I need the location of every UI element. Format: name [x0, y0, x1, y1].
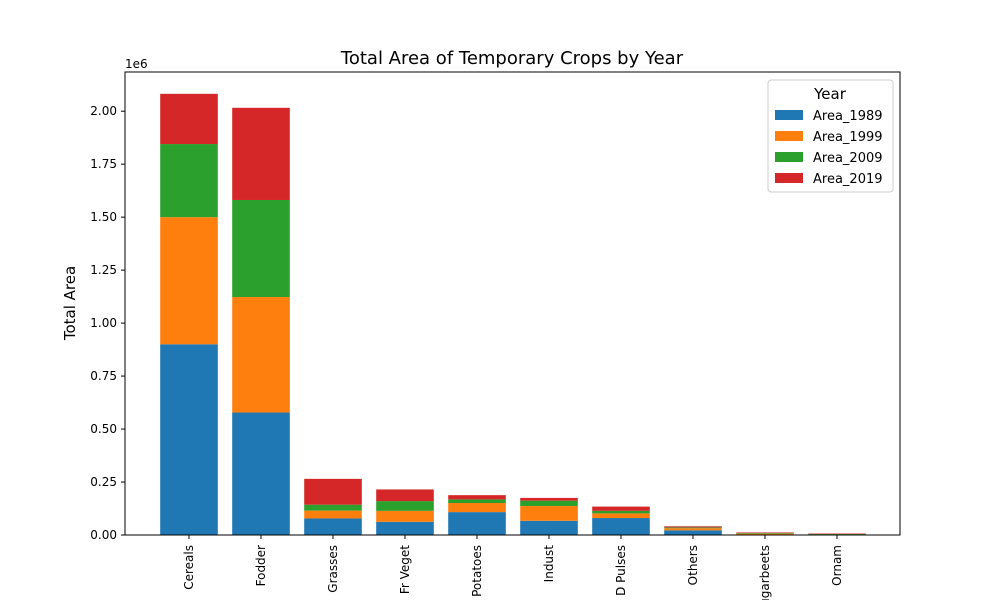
legend-swatch — [775, 131, 803, 141]
legend-label: Area_2009 — [813, 151, 883, 166]
chart-title: Total Area of Temporary Crops by Year — [340, 48, 684, 69]
y-tick-label: 0.50 — [90, 422, 117, 436]
legend-label: Area_1999 — [813, 130, 883, 145]
y-tick-label: 2.00 — [90, 104, 117, 118]
x-tick-label: Others — [686, 545, 700, 585]
bar-area-2009-sugarbeets — [736, 533, 794, 534]
bar-area-2009-indust — [520, 501, 578, 506]
bar-area-1989-fodder — [232, 413, 290, 535]
y-tick-label: 1.50 — [90, 210, 117, 224]
bar-area-1999-fodder — [232, 297, 290, 412]
bar-area-1989-indust — [520, 521, 578, 535]
legend-label: Area_2019 — [813, 172, 883, 187]
legend-swatch — [775, 152, 803, 162]
x-tick-label: Fr Veget — [398, 545, 412, 594]
bar-area-1999-fr-veget — [376, 511, 434, 522]
bar-area-1999-cereals — [160, 217, 218, 344]
bar-area-2019-fr-veget — [376, 489, 434, 501]
legend-title: Year — [813, 85, 847, 103]
legend: Year Area_1989 Area_1999 Area_2009 Area_201… — [768, 80, 893, 192]
bar-area-1989-cereals — [160, 344, 218, 535]
bar-area-2019-ornam — [808, 534, 866, 535]
bar-area-1989-fr-veget — [376, 522, 434, 535]
legend-swatch — [775, 173, 803, 183]
bar-area-1989-others — [664, 530, 722, 535]
bar-area-2019-others — [664, 526, 722, 527]
bar-area-2009-fodder — [232, 200, 290, 297]
bars-layer — [160, 94, 866, 535]
bar-area-2009-others — [664, 527, 722, 528]
x-tick-label: Potatoes — [470, 545, 484, 597]
legend-swatch — [775, 110, 803, 120]
bar-area-1989-grasses — [304, 518, 362, 535]
legend-label: Area_1989 — [813, 109, 883, 124]
bar-area-2019-grasses — [304, 479, 362, 505]
y-tick-label: 1.75 — [90, 157, 117, 171]
y-tick-label: 0.75 — [90, 369, 117, 383]
bar-area-1999-others — [664, 528, 722, 530]
bar-area-1999-d-pulses — [592, 513, 650, 518]
bar-area-2019-potatoes — [448, 495, 506, 499]
bar-area-2019-indust — [520, 498, 578, 501]
y-tick-label: 1.00 — [90, 316, 117, 330]
bar-area-2009-grasses — [304, 505, 362, 511]
y-tick-label: 0.25 — [90, 475, 117, 489]
bar-area-2019-cereals — [160, 94, 218, 144]
bar-area-1999-grasses — [304, 511, 362, 519]
bar-area-2009-d-pulses — [592, 511, 650, 514]
bar-area-2019-sugarbeets — [736, 532, 794, 533]
y-tick-label: 0.00 — [90, 528, 117, 542]
y-tick-label: 1.25 — [90, 263, 117, 277]
bar-area-2009-potatoes — [448, 499, 506, 503]
y-axis: 0.00 0.25 0.50 0.75 1.00 1.25 1.50 1.75 2.00 — [90, 104, 125, 542]
x-tick-label: Cereals — [182, 545, 196, 590]
y-axis-label: Total Area — [61, 266, 79, 341]
x-tick-label: Ornam — [830, 545, 844, 586]
bar-area-1999-indust — [520, 506, 578, 521]
bar-area-1989-d-pulses — [592, 518, 650, 535]
bar-area-1989-potatoes — [448, 512, 506, 535]
x-tick-label: Indust — [542, 545, 556, 583]
bar-area-2009-cereals — [160, 144, 218, 217]
x-tick-label: D Pulses — [614, 545, 628, 596]
bar-area-2019-fodder — [232, 108, 290, 200]
x-tick-label: Fodder — [254, 545, 268, 586]
bar-area-2009-fr-veget — [376, 501, 434, 511]
bar-area-1999-potatoes — [448, 503, 506, 512]
x-axis: Cereals Fodder Grasses Fr Veget Potatoes Indu… — [182, 535, 844, 600]
x-tick-label: Grasses — [326, 545, 340, 593]
x-tick-label: Sugarbeets — [758, 545, 772, 600]
bar-area-1999-sugarbeets — [736, 534, 794, 535]
bar-area-2019-d-pulses — [592, 507, 650, 511]
y-axis-offset-label: 1e6 — [125, 57, 148, 71]
